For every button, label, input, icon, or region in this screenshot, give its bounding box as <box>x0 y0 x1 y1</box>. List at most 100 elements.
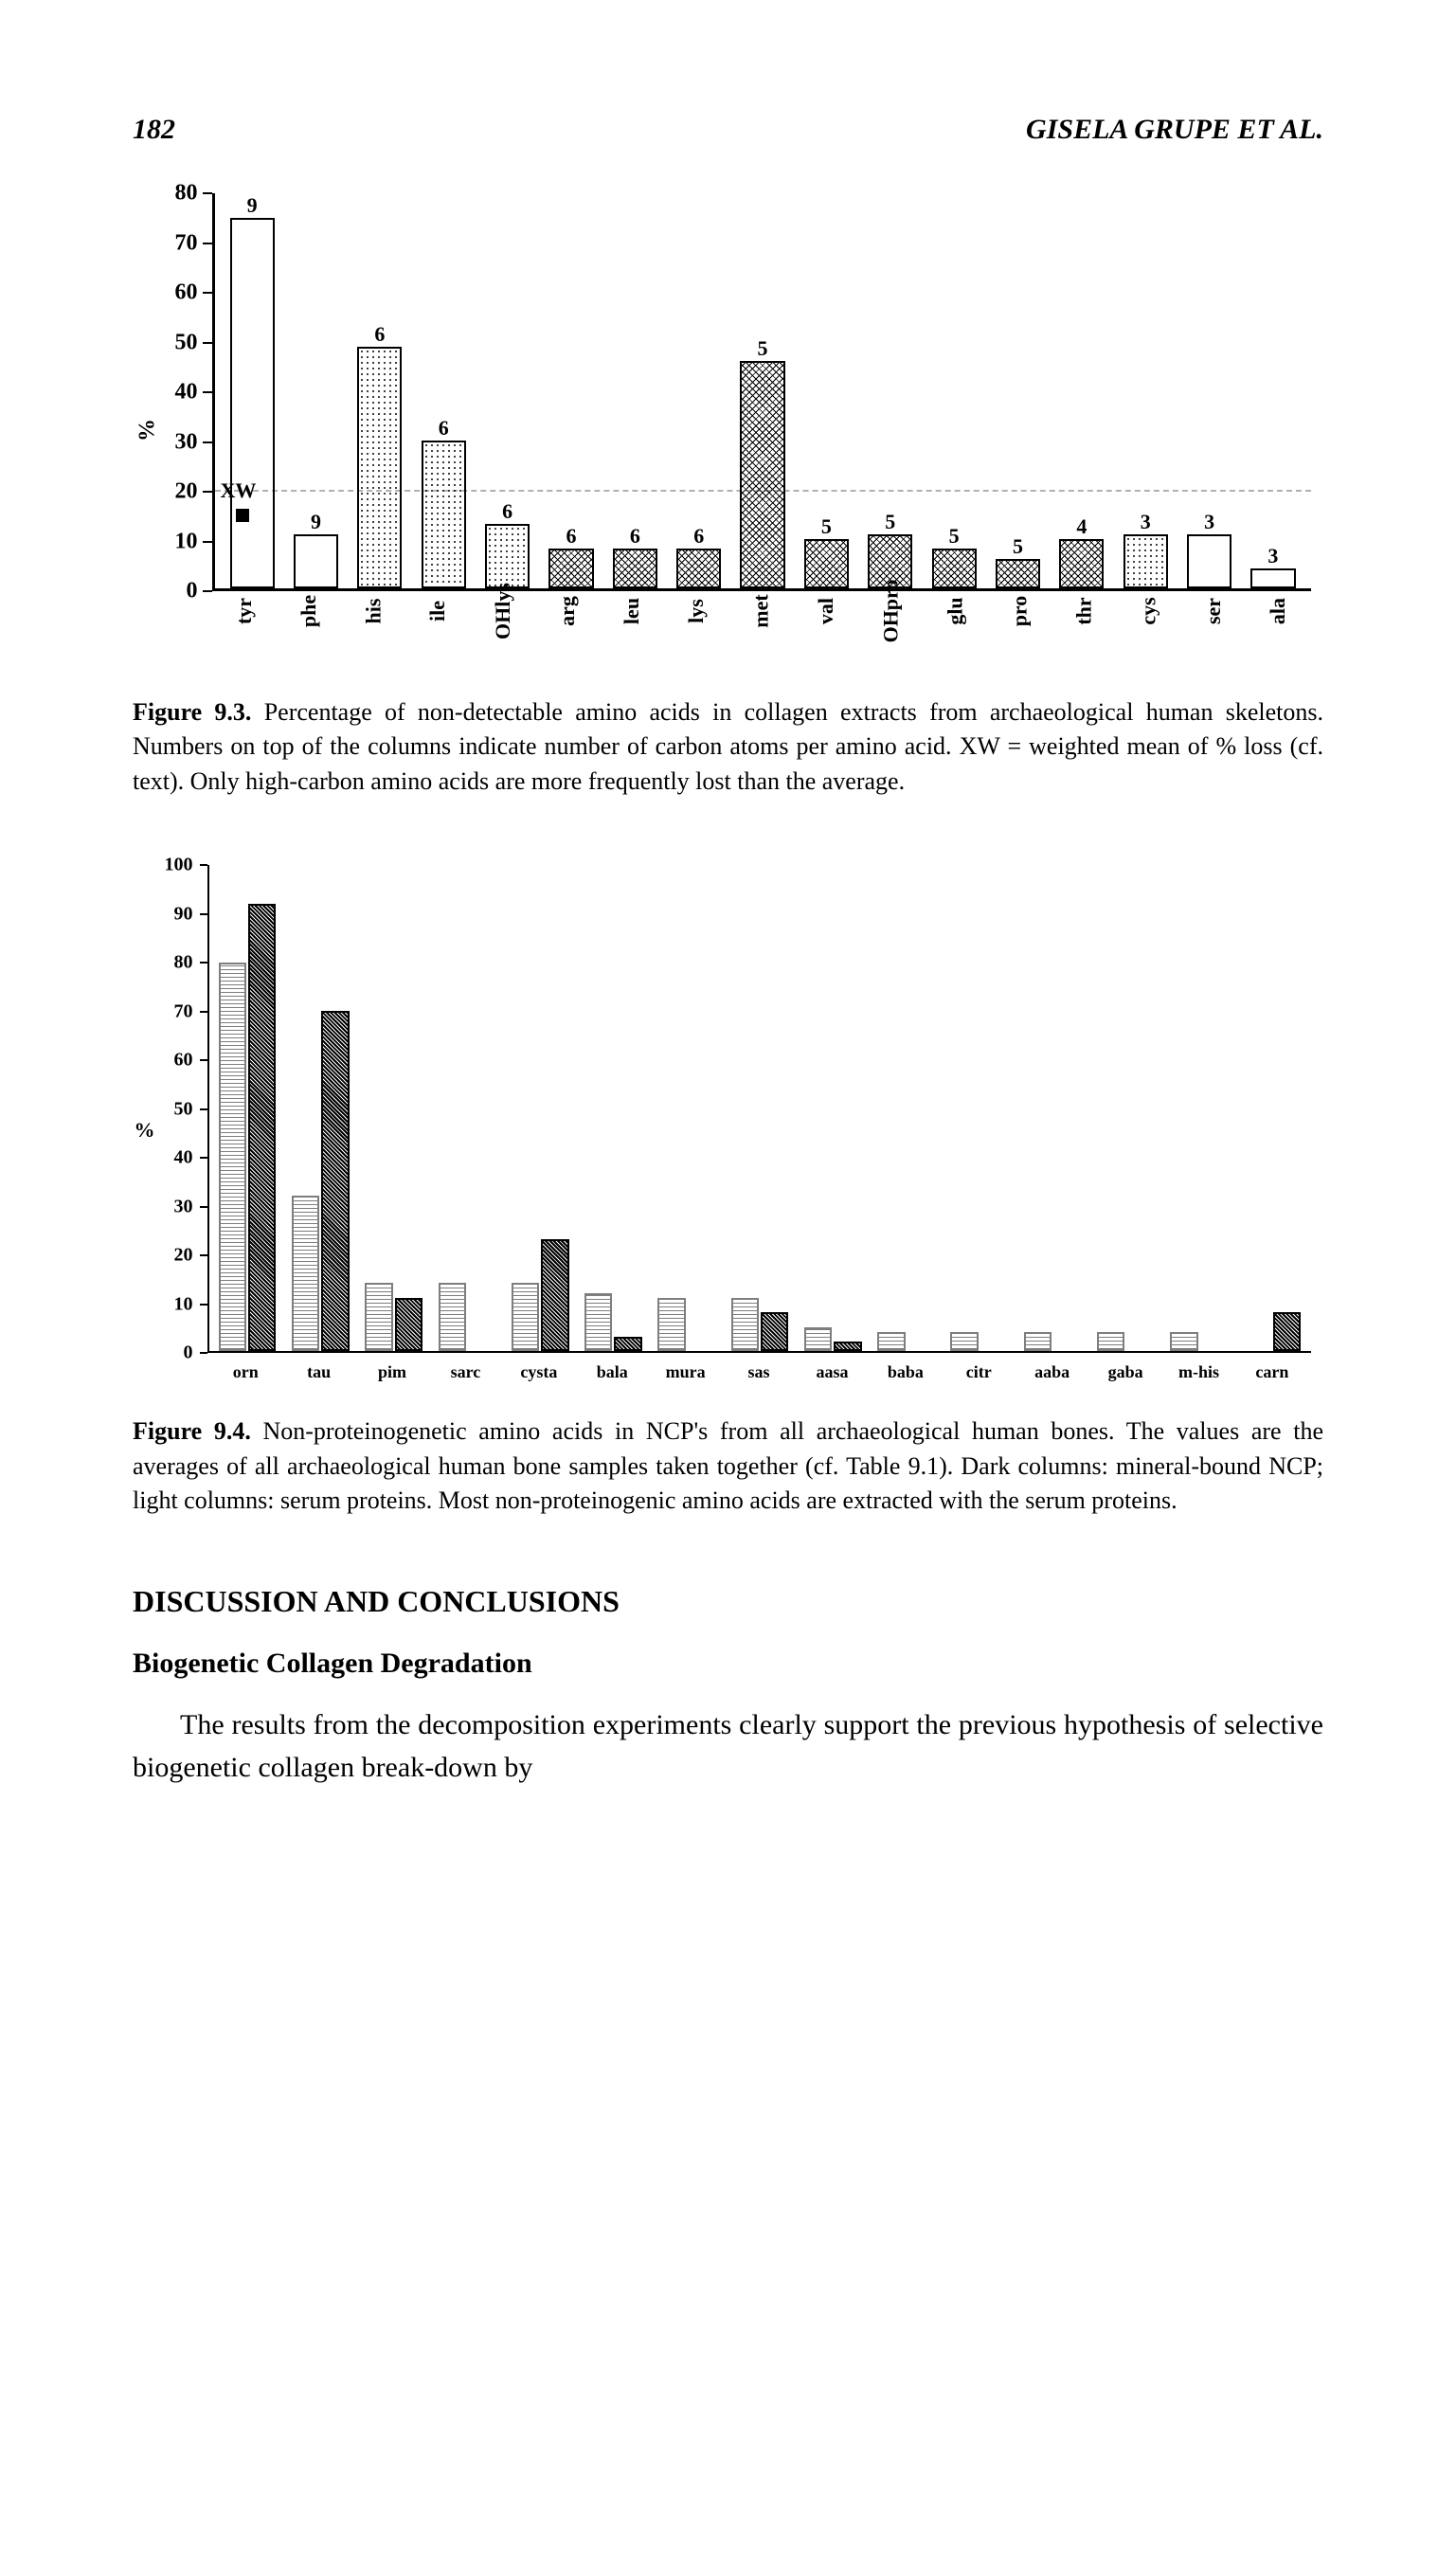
group-aasa <box>802 865 864 1351</box>
group-m-his <box>1168 865 1230 1351</box>
page-header: 182 GISELA GRUPE ET AL. <box>133 114 1323 146</box>
bar-arg: 6 <box>539 193 602 588</box>
x-tick-label: baba <box>874 1353 936 1396</box>
x-tick-label: mura <box>655 1353 716 1396</box>
bar-light <box>439 1283 466 1351</box>
x-tick-label: thr <box>1052 591 1117 667</box>
x-tick-label: leu <box>600 591 664 667</box>
x-tick-label: m-his <box>1168 1353 1230 1396</box>
bar-light <box>292 1196 319 1351</box>
bar-top-label: 6 <box>693 524 704 549</box>
bar: 9 <box>230 218 275 588</box>
group-baba <box>875 865 937 1351</box>
y-tick-mark <box>200 1059 207 1061</box>
bar-dark <box>395 1298 422 1351</box>
section-heading: DISCUSSION AND CONCLUSIONS <box>133 1584 1323 1619</box>
y-tick-label: 0 <box>187 579 198 604</box>
y-tick-label: 60 <box>175 280 198 306</box>
bar-light <box>1170 1332 1197 1352</box>
caption-bold: Figure 9.3. <box>133 698 251 726</box>
x-tick-label: his <box>341 591 405 667</box>
x-tick-label: tau <box>288 1353 350 1396</box>
x-tick-label: OHpro <box>858 591 923 667</box>
bar-light <box>584 1293 612 1352</box>
y-tick-mark <box>200 1157 207 1159</box>
bar: 3 <box>1123 534 1168 588</box>
x-tick-label: val <box>794 591 858 667</box>
y-tick-mark <box>203 292 212 294</box>
bar-phe: 9 <box>284 193 348 588</box>
group-mura <box>656 865 717 1351</box>
figure-9-3-chart: % 01020304050607080 99666666555554333 XW… <box>146 193 1311 667</box>
bar-val: 5 <box>795 193 858 588</box>
bar-cys: 3 <box>1114 193 1177 588</box>
y-tick-mark <box>200 1254 207 1256</box>
bar: 6 <box>485 524 530 588</box>
bar-top-label: 6 <box>502 499 512 524</box>
plot-area <box>207 865 1311 1353</box>
bar-light <box>219 963 246 1351</box>
y-tick-label: 70 <box>175 230 198 256</box>
bar: 6 <box>548 549 593 588</box>
x-tick-label: pim <box>361 1353 422 1396</box>
y-tick-label: 80 <box>175 181 198 207</box>
bar-light <box>804 1327 832 1352</box>
x-tick-label: tyr <box>212 591 277 667</box>
y-tick-mark <box>200 1011 207 1013</box>
bar-pro: 5 <box>986 193 1050 588</box>
x-tick-label: aasa <box>801 1353 863 1396</box>
y-tick-label: 50 <box>174 1098 193 1120</box>
y-tick-label: 100 <box>165 855 193 876</box>
group-gaba <box>1095 865 1157 1351</box>
bar-thr: 4 <box>1050 193 1113 588</box>
x-tick-label: lys <box>664 591 728 667</box>
bars-container <box>209 865 1311 1351</box>
bar-top-label: 5 <box>949 524 960 549</box>
bar: 5 <box>932 549 977 588</box>
bar: 4 <box>1059 539 1104 588</box>
y-tick-label: 20 <box>175 479 198 505</box>
x-tick-label: orn <box>215 1353 277 1396</box>
bar-top-label: 5 <box>1013 534 1023 559</box>
x-tick-label: cysta <box>508 1353 569 1396</box>
x-axis-labels: tyrphehisileOHlysargleulysmetvalOHproglu… <box>212 591 1311 667</box>
bar-ile: 6 <box>412 193 476 588</box>
group-tau <box>290 865 351 1351</box>
y-tick-label: 40 <box>175 380 198 405</box>
bar-tyr: 9 <box>221 193 284 588</box>
bar-top-label: 3 <box>1267 544 1278 568</box>
figure-9-3-caption: Figure 9.3. Percentage of non-detectable… <box>133 695 1323 799</box>
y-tick-label: 10 <box>175 529 198 554</box>
y-tick-label: 40 <box>174 1147 193 1169</box>
plot-area: 99666666555554333 XW <box>212 193 1311 591</box>
y-tick-label: 80 <box>174 952 193 974</box>
x-tick-label: ala <box>1246 591 1310 667</box>
bar-dark <box>541 1239 568 1351</box>
bar: 5 <box>804 539 849 588</box>
y-tick-mark <box>200 1304 207 1306</box>
group-aaba <box>1021 865 1083 1351</box>
bar-light <box>657 1298 685 1351</box>
x-tick-label: citr <box>948 1353 1010 1396</box>
bar-dark <box>761 1312 788 1351</box>
x-tick-label: cys <box>1117 591 1181 667</box>
x-tick-label: sarc <box>435 1353 496 1396</box>
y-tick-mark <box>203 243 212 244</box>
y-tick-label: 0 <box>184 1342 193 1364</box>
bar-light <box>950 1332 978 1352</box>
caption-text: Percentage of non-detectable amino acids… <box>133 698 1323 795</box>
bar-met: 5 <box>730 193 794 588</box>
y-tick-mark <box>203 192 212 194</box>
running-title: GISELA GRUPE ET AL. <box>1026 114 1323 146</box>
x-tick-label: glu <box>923 591 987 667</box>
y-tick-mark <box>200 1352 207 1354</box>
x-tick-label: ser <box>1181 591 1246 667</box>
bar-top-label: 5 <box>758 336 768 361</box>
bar-ala: 3 <box>1241 193 1304 588</box>
xw-marker <box>236 509 249 522</box>
y-tick-label: 50 <box>175 330 198 355</box>
bar-top-label: 6 <box>374 322 385 347</box>
bar-his: 6 <box>348 193 411 588</box>
bar: 3 <box>1187 534 1231 588</box>
y-tick-mark <box>203 491 212 493</box>
